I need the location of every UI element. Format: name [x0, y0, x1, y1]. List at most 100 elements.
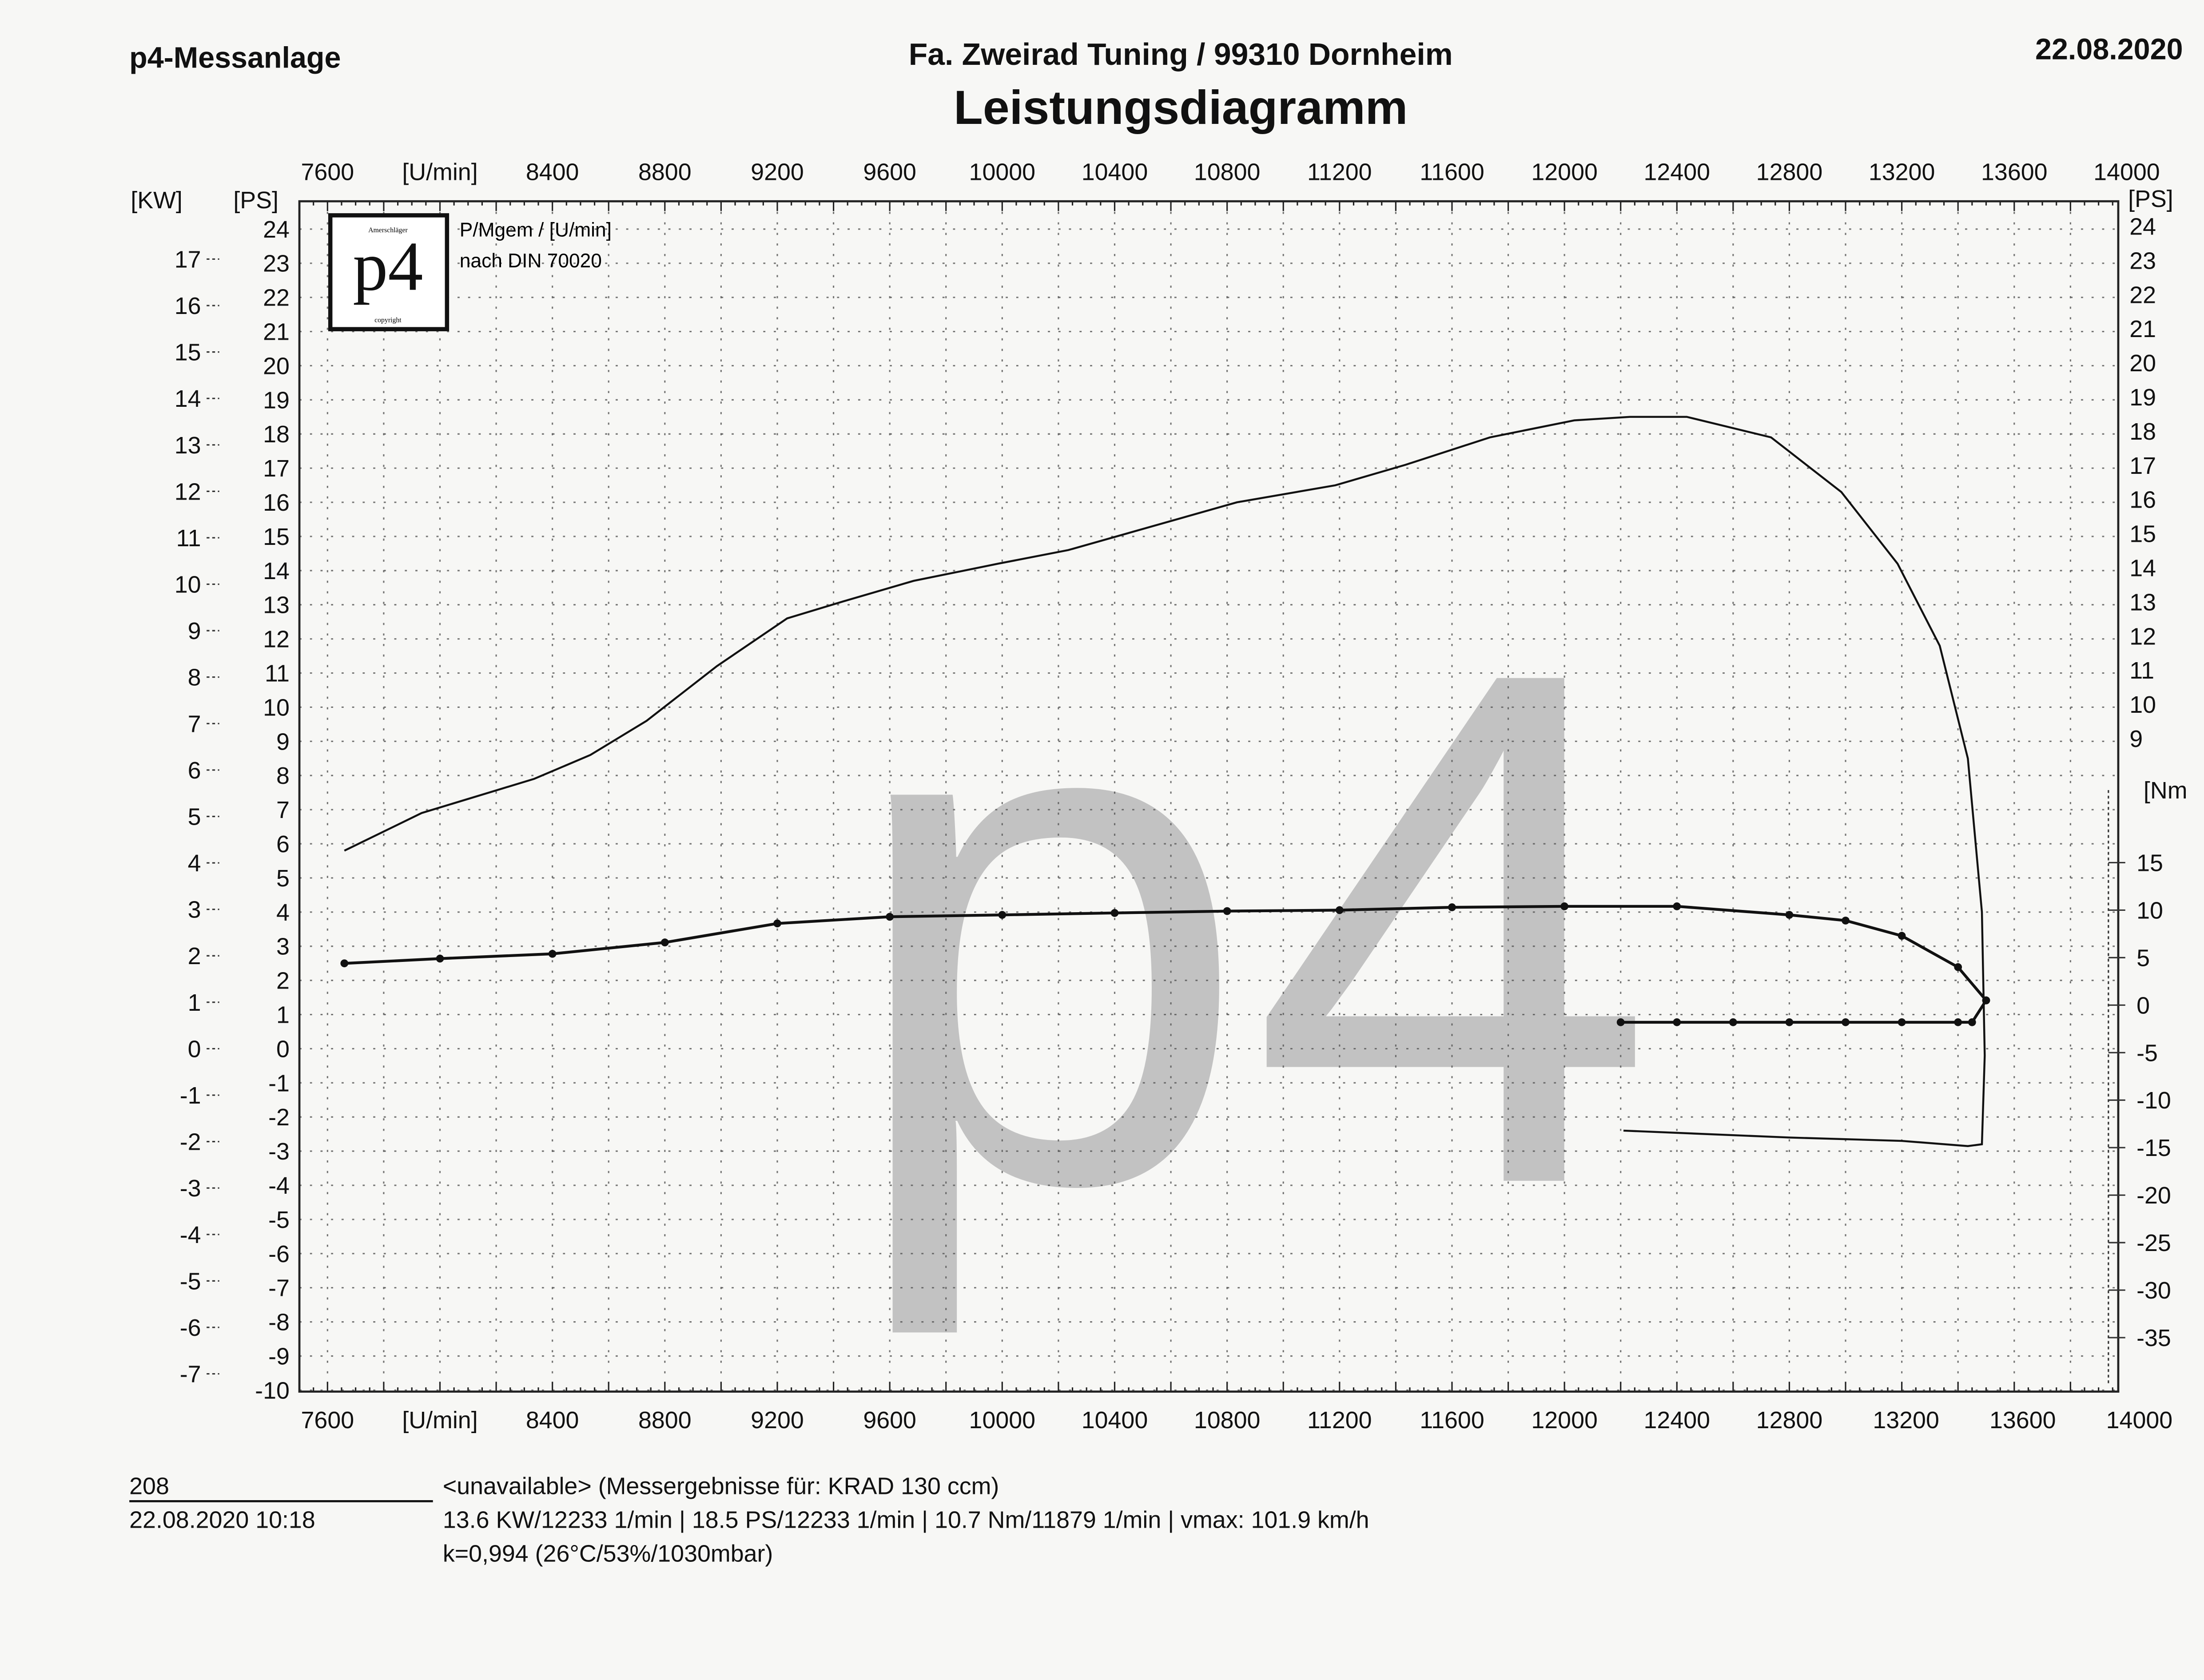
nm-tick-label: 15 [2136, 850, 2163, 876]
ps-tick-label: -10 [255, 1377, 290, 1404]
nm-tick-label: -5 [2136, 1040, 2158, 1066]
run-datetime: 22.08.2020 10:18 [129, 1507, 315, 1533]
ps-tick-label: 18 [263, 421, 290, 448]
ps-right-tick-label: 10 [2129, 691, 2156, 718]
chart-title: Leistungsdiagramm [954, 81, 1408, 134]
axis-label-nm: [Nm [2144, 777, 2188, 804]
power-curve [344, 416, 1986, 1147]
x-tick-label-top: 10000 [969, 159, 1036, 186]
tick-labels: 76007600[U/min][U/min]840084008800880092… [131, 159, 2187, 1434]
header-left: p4-Messanlage [129, 42, 341, 75]
ps-right-tick-label: 18 [2129, 418, 2156, 445]
ps-tick-label: 17 [263, 455, 290, 482]
header-company: Fa. Zweirad Tuning / 99310 Dornheim [909, 37, 1453, 71]
footer: 208 22.08.2020 10:18 <unavailable> (Mess… [129, 1473, 1369, 1567]
ps-tick-label: 22 [263, 285, 290, 311]
x-tick-label-top: 13600 [1981, 159, 2048, 186]
ps-tick-label: 21 [263, 319, 290, 346]
ps-tick-label: -1 [268, 1070, 290, 1096]
ps-right-tick-label: 21 [2129, 316, 2156, 342]
torque-data-point [773, 919, 781, 928]
x-tick-label-bottom: 9200 [751, 1407, 804, 1434]
x-tick-label-bottom: 12800 [1756, 1407, 1823, 1434]
x-tick-label-bottom: 12400 [1644, 1407, 1711, 1434]
x-tick-label-bottom: 12000 [1531, 1407, 1598, 1434]
x-tick-label-bottom: 13200 [1873, 1407, 1939, 1434]
ps-tick-label: 13 [263, 592, 290, 619]
header-date: 22.08.2020 [2035, 33, 2183, 66]
nm-tick-label: 5 [2136, 945, 2150, 971]
torque-data-point [1842, 917, 1850, 925]
x-tick-label-bottom: 9600 [863, 1407, 916, 1434]
nm-tick-label: 10 [2136, 897, 2163, 924]
kw-tick-label: -1 [180, 1082, 201, 1109]
kw-tick-label: 10 [175, 572, 201, 598]
x-tick-label-bottom: [U/min] [402, 1407, 477, 1434]
axis-label-kw: [KW] [131, 187, 183, 214]
torque-data-point [1110, 909, 1119, 917]
x-tick-label-top: 12000 [1531, 159, 1598, 186]
x-tick-label-top: 14000 [2093, 159, 2160, 186]
ps-tick-label: 7 [276, 797, 290, 823]
x-tick-label-top: [U/min] [402, 159, 477, 186]
logo-frame [328, 213, 450, 331]
ps-tick-label: 11 [265, 660, 290, 687]
nm-tick-label: -30 [2136, 1277, 2171, 1304]
kw-tick-label: -7 [180, 1361, 201, 1388]
kw-tick-label: -3 [180, 1175, 201, 1202]
x-tick-label-bottom: 7600 [301, 1407, 354, 1434]
torque-data-point [340, 959, 349, 968]
ps-right-tick-label: 23 [2129, 247, 2156, 274]
x-tick-label-bottom: 10000 [969, 1407, 1036, 1434]
kw-tick-label: -6 [180, 1315, 201, 1341]
ps-tick-label: 19 [263, 387, 290, 413]
ps-right-tick-label: 22 [2129, 282, 2156, 308]
footer-line-3: k=0,994 (26°C/53%/1030mbar) [443, 1540, 773, 1567]
torque-data-point [1560, 902, 1568, 910]
ps-tick-label: -4 [268, 1172, 290, 1199]
kw-tick-label: 3 [188, 897, 201, 923]
ps-tick-label: 23 [263, 250, 290, 277]
kw-tick-label: 2 [188, 943, 201, 969]
ps-right-tick-label: 20 [2129, 350, 2156, 377]
ps-tick-label: 9 [276, 728, 290, 755]
ps-tick-label: 20 [263, 353, 290, 379]
kw-tick-label: 5 [188, 803, 201, 830]
axis-label-ps-right: [PS] [2128, 186, 2173, 212]
kw-tick-label: 6 [188, 757, 201, 784]
ps-right-tick-label: 13 [2129, 589, 2156, 616]
x-tick-label-top: 10400 [1082, 159, 1148, 186]
kw-tick-label: 4 [188, 850, 201, 877]
torque-data-point [1223, 907, 1231, 915]
torque-data-point [886, 913, 894, 921]
torque-data-point [1785, 911, 1794, 919]
torque-data-point [1785, 1018, 1794, 1026]
x-tick-label-bottom: 14000 [2106, 1407, 2173, 1434]
ps-tick-label: -2 [268, 1104, 290, 1131]
ps-right-tick-label: 11 [2129, 657, 2154, 684]
kw-tick-label: -4 [180, 1222, 201, 1248]
ps-tick-label: 3 [276, 933, 290, 960]
torque-data-point [1954, 963, 1962, 971]
torque-data-point [660, 938, 669, 947]
x-tick-label-bottom: 10400 [1082, 1407, 1148, 1434]
x-tick-label-top: 11600 [1420, 159, 1484, 186]
ps-tick-label: -9 [268, 1343, 290, 1370]
nm-tick-label: -15 [2136, 1135, 2171, 1161]
x-tick-label-top: 11200 [1307, 159, 1372, 186]
grid [298, 201, 2118, 1392]
kw-tick-label: 7 [188, 711, 201, 737]
ps-right-tick-label: 16 [2129, 487, 2156, 513]
kw-tick-label: 16 [175, 293, 201, 319]
footer-line-2: 13.6 KW/12233 1/min | 18.5 PS/12233 1/mi… [443, 1507, 1369, 1533]
logo-small-bottom: copyright [374, 316, 402, 324]
kw-tick-label: 12 [175, 478, 201, 505]
torque-data-point [436, 954, 444, 963]
kw-tick-label: 11 [176, 525, 201, 552]
kw-tick-label: 17 [175, 246, 201, 273]
run-number: 208 [129, 1473, 169, 1500]
ps-tick-label: 2 [276, 968, 290, 994]
torque-data-point [1898, 932, 1906, 940]
x-tick-label-top: 13200 [1869, 159, 1935, 186]
x-tick-label-top: 7600 [301, 159, 354, 186]
